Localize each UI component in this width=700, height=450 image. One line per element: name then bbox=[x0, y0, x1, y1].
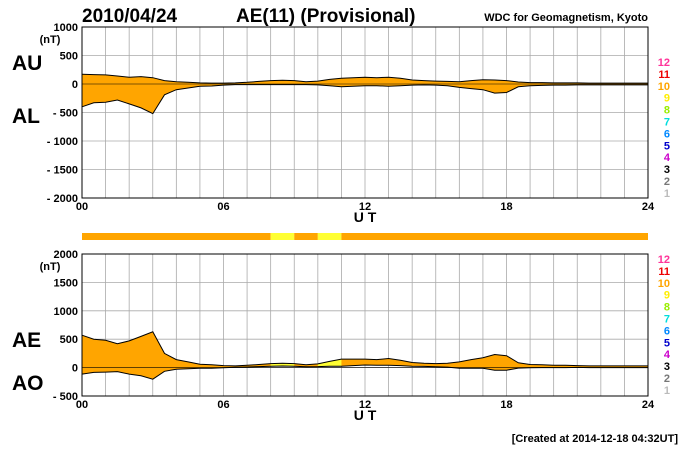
legend-level-3: 3 bbox=[664, 361, 670, 373]
legend-level-11: 11 bbox=[658, 266, 670, 278]
highlight-fill-area bbox=[270, 331, 295, 380]
chart-title: AE(11) (Provisional) bbox=[236, 6, 416, 27]
legend-level-7: 7 bbox=[664, 117, 670, 129]
legend-level-10: 10 bbox=[658, 81, 670, 93]
au-label: AU bbox=[12, 52, 42, 75]
y-tick-label: - 2000 bbox=[47, 193, 78, 205]
au-al-frame bbox=[81, 26, 649, 199]
created-timestamp: [Created at 2014-12-18 04:32UT] bbox=[512, 433, 679, 445]
data-source: WDC for Geomagnetism, Kyoto bbox=[484, 12, 648, 24]
x-tick-label: 00 bbox=[76, 201, 88, 213]
activity-segment bbox=[294, 233, 318, 240]
al-label: AL bbox=[12, 105, 40, 128]
x-tick-label: 18 bbox=[500, 399, 512, 411]
legend-level-12: 12 bbox=[658, 254, 670, 266]
y-tick-label: - 1000 bbox=[47, 136, 78, 148]
ae-ao-frame bbox=[81, 253, 649, 397]
y-tick-label: - 1500 bbox=[47, 165, 78, 177]
chart-date: 2010/04/24 bbox=[82, 6, 178, 27]
series-line-au bbox=[81, 73, 648, 84]
y-tick-label: 0 bbox=[72, 363, 78, 375]
ae-ao-grid bbox=[82, 254, 648, 396]
au-al-y-ticks: 1000 500 0 - 500 - 1000 - 1500 - 2000 bbox=[47, 22, 78, 205]
ae-label: AE bbox=[12, 329, 41, 352]
legend-level-6: 6 bbox=[664, 325, 670, 337]
y-tick-label: 500 bbox=[60, 51, 78, 63]
legend-level-5: 5 bbox=[664, 140, 670, 152]
activity-segment bbox=[341, 233, 648, 240]
y-tick-label: 1000 bbox=[54, 22, 78, 34]
y-tick-label: 500 bbox=[60, 334, 78, 346]
activity-segment bbox=[82, 233, 271, 240]
x-tick-label: 06 bbox=[217, 201, 229, 213]
ae-ao-panel: 2000 1500 1000 500 0 - 500 00 06 12 18 24 (nT) AE… bbox=[12, 249, 655, 423]
au-al-lines bbox=[81, 73, 648, 115]
legend-level-1: 1 bbox=[664, 188, 670, 200]
au-al-grid bbox=[82, 27, 648, 198]
legend-level-10: 10 bbox=[658, 278, 670, 290]
ae-ao-y-ticks: 2000 1500 1000 500 0 - 500 bbox=[53, 249, 78, 403]
au-al-unit: (nT) bbox=[40, 34, 61, 46]
legend-level-9: 9 bbox=[664, 93, 670, 105]
legend-level-9: 9 bbox=[664, 290, 670, 302]
legend-level-6: 6 bbox=[664, 128, 670, 140]
ae-ao-lines bbox=[81, 331, 648, 380]
x-tick-label: 24 bbox=[642, 399, 655, 411]
activity-segment bbox=[270, 233, 295, 240]
au-al-panel: 1000 500 0 - 500 - 1000 - 1500 - 2000 00 06 12 18… bbox=[12, 22, 655, 225]
legend-level-1: 1 bbox=[664, 385, 670, 397]
legend-level-5: 5 bbox=[664, 337, 670, 349]
x-tick-label: 00 bbox=[76, 399, 88, 411]
series-line-al bbox=[81, 84, 648, 115]
legend-level-4: 4 bbox=[664, 349, 671, 361]
y-tick-label: - 500 bbox=[53, 391, 78, 403]
au-al-x-ticks: 00 06 12 18 24 bbox=[76, 201, 655, 213]
x-tick-label: 12 bbox=[359, 399, 371, 411]
highlight-fill-area bbox=[317, 331, 342, 380]
legend-level-3: 3 bbox=[664, 164, 670, 176]
x-tick-label: 18 bbox=[500, 201, 512, 213]
x-tick-label: 06 bbox=[217, 399, 229, 411]
ae-ao-xlabel: U T bbox=[354, 407, 377, 423]
ao-label: AO bbox=[12, 372, 44, 395]
y-tick-label: 1000 bbox=[54, 306, 78, 318]
activity-level-bar bbox=[82, 233, 648, 240]
x-tick-label: 12 bbox=[359, 201, 371, 213]
legend-level-2: 2 bbox=[664, 373, 670, 385]
activity-segment bbox=[317, 233, 342, 240]
y-tick-label: 2000 bbox=[54, 249, 78, 261]
legend-level-8: 8 bbox=[664, 105, 670, 117]
legend-level-12: 12 bbox=[658, 57, 670, 69]
series-line-ae bbox=[81, 331, 648, 367]
ae-ao-unit: (nT) bbox=[40, 261, 61, 273]
legend-level-8: 8 bbox=[664, 302, 670, 314]
legend-level-11: 11 bbox=[658, 69, 670, 81]
au-al-xlabel: U T bbox=[354, 209, 377, 225]
y-tick-label: 1500 bbox=[54, 277, 78, 289]
legend-level-7: 7 bbox=[664, 314, 670, 326]
y-tick-label: 0 bbox=[72, 79, 78, 91]
legend-level-2: 2 bbox=[664, 176, 670, 188]
y-tick-label: - 500 bbox=[53, 108, 78, 120]
legend-level-4: 4 bbox=[664, 152, 671, 164]
ae-ao-x-ticks: 00 06 12 18 24 bbox=[76, 399, 655, 411]
x-tick-label: 24 bbox=[642, 201, 655, 213]
